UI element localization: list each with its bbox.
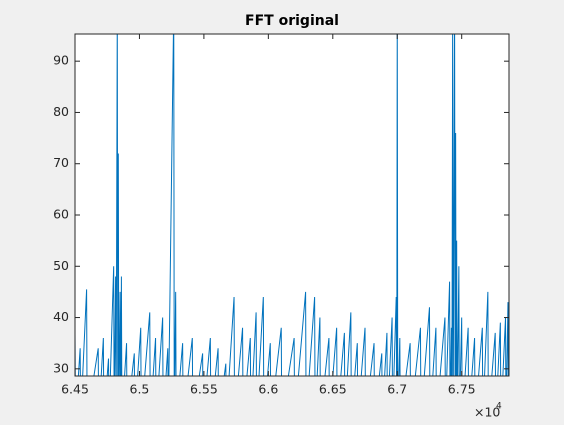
plot-area	[75, 34, 509, 376]
y-tick-label: 60	[53, 206, 69, 221]
x-tick-label: 6.75	[448, 382, 476, 397]
x-tick-label: 6.45	[61, 382, 89, 397]
x-tick-label: 6.5	[130, 382, 150, 397]
x-tick-label: 6.7	[387, 382, 407, 397]
y-tick-label: 70	[53, 155, 69, 170]
x-tick-label: 6.6	[258, 382, 278, 397]
chart-title: FFT original	[245, 13, 339, 29]
x-tick-label: 6.65	[319, 382, 347, 397]
axes-box	[74, 33, 510, 377]
y-tick-label: 40	[53, 309, 69, 324]
y-tick-label: 90	[53, 53, 69, 68]
y-tick-label: 80	[53, 104, 69, 119]
y-tick-label: 30	[53, 360, 69, 375]
x-multiplier-exponent: 4	[496, 402, 502, 412]
data-line	[75, 34, 509, 376]
plot-layer	[75, 34, 509, 376]
x-multiplier-base: ×10	[474, 405, 500, 420]
x-tick-label: 6.55	[190, 382, 218, 397]
y-tick-label: 50	[53, 258, 69, 273]
